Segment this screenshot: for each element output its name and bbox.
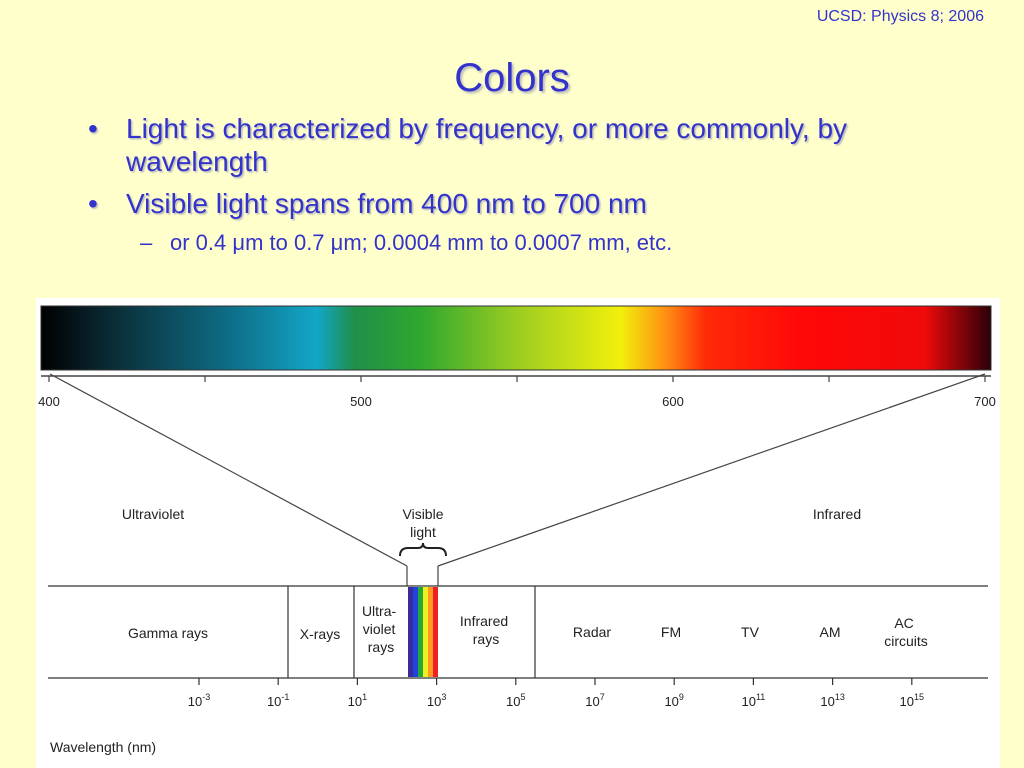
wavelength-tick-label: 1011	[741, 692, 765, 709]
band-ir-label: Infrared rays	[460, 613, 512, 647]
bullet-dot: •	[88, 188, 98, 219]
visible-brace	[399, 542, 447, 557]
ultraviolet-label: Ultraviolet	[122, 506, 184, 522]
tick-label-500: 500	[350, 394, 372, 409]
wavelength-axis-label: Wavelength (nm)	[50, 739, 156, 755]
sub-bullet-item: – or 0.4 μm to 0.7 μm; 0.0004 mm to 0.00…	[88, 229, 988, 257]
visible-rainbow-band	[408, 587, 438, 677]
wavelength-tick-label: 107	[585, 692, 604, 709]
wavelength-tick-label: 1015	[900, 692, 924, 709]
visible-spectrum-bar	[40, 305, 992, 371]
bullet-text: Visible light spans from 400 nm to 700 n…	[126, 188, 647, 219]
bullet-dot: •	[88, 113, 98, 144]
tick-label-400: 400	[38, 394, 60, 409]
band-am-label: AM	[820, 624, 841, 640]
zoom-line-right	[437, 373, 986, 567]
course-header: UCSD: Physics 8; 2006	[816, 8, 984, 25]
visible-light-label-line1: Visible	[403, 506, 444, 522]
band-fm-label: FM	[661, 624, 681, 640]
spectrum-minor-ticks	[48, 376, 986, 382]
wavelength-tick-label: 10-3	[188, 692, 210, 709]
band-tv-label: TV	[741, 624, 760, 640]
band-radar-label: Radar	[573, 624, 611, 640]
bullet-text: Light is characterized by frequency, or …	[126, 113, 848, 177]
spectrum-figure: 400 500 600 700 Ultraviolet Visible ligh…	[36, 298, 1000, 768]
wavelength-tick-label: 1013	[820, 692, 844, 709]
slide-title: Colors	[454, 56, 570, 100]
wavelength-ticks: 10-3 10-1 101 103 105 107 109 1011 1013 1015	[188, 678, 924, 709]
band-gamma-label: Gamma rays	[128, 625, 208, 641]
tick-label-700: 700	[974, 394, 996, 409]
tick-label-600: 600	[662, 394, 684, 409]
infrared-label: Infrared	[813, 506, 861, 522]
sub-bullet-text: or 0.4 μm to 0.7 μm; 0.0004 mm to 0.0007…	[170, 230, 673, 255]
band-ac-label: AC circuits	[884, 615, 928, 649]
zoom-line-left	[49, 373, 408, 567]
bullet-list: • Light is characterized by frequency, o…	[88, 112, 988, 257]
spectrum-diagram: 400 500 600 700 Ultraviolet Visible ligh…	[38, 305, 996, 755]
wavelength-tick-label: 103	[427, 692, 446, 709]
band-xrays-label: X-rays	[300, 626, 340, 642]
wavelength-tick-label: 109	[664, 692, 683, 709]
bullet-item: • Visible light spans from 400 nm to 700…	[88, 187, 988, 220]
wavelength-tick-label: 101	[348, 692, 367, 709]
wavelength-tick-label: 10-1	[267, 692, 289, 709]
bullet-item: • Light is characterized by frequency, o…	[88, 112, 988, 178]
wavelength-tick-label: 105	[506, 692, 525, 709]
visible-light-label-line2: light	[410, 524, 436, 540]
band-uv-label: Ultra- violet rays	[362, 603, 400, 655]
sub-bullet-dash: –	[140, 230, 153, 255]
